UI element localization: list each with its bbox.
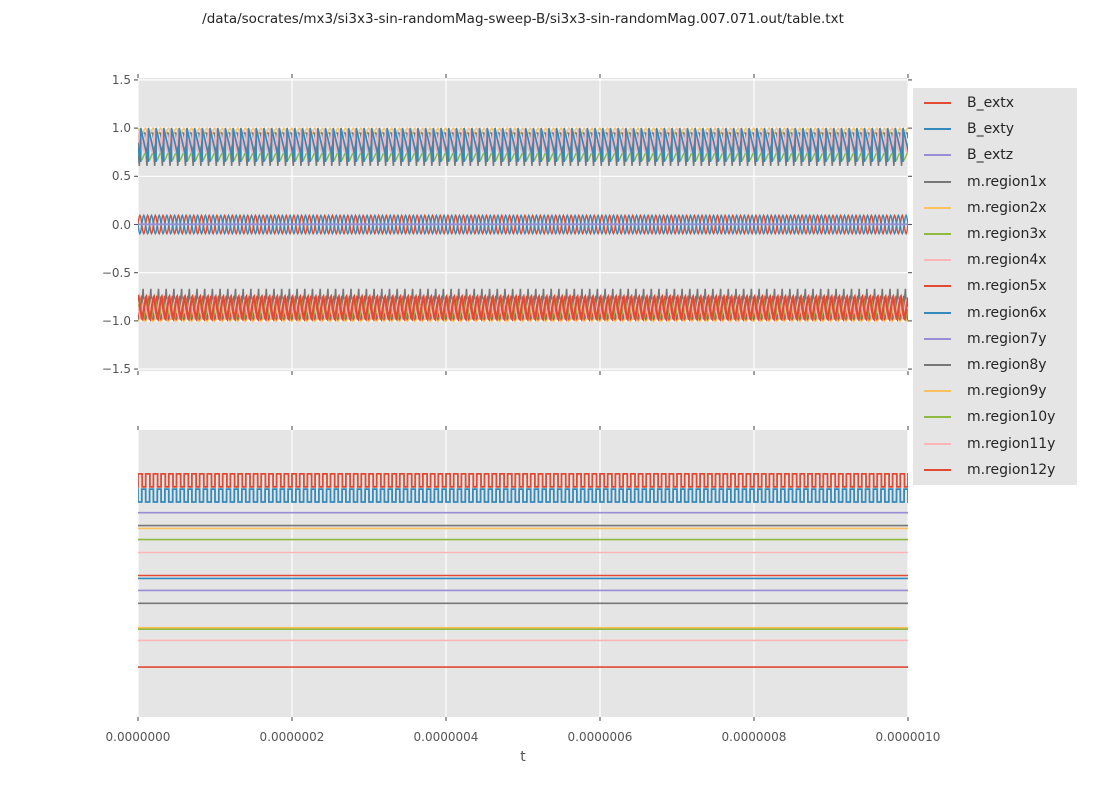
legend-item: m.region10y <box>913 405 1077 429</box>
legend-label: m.region8y <box>967 356 1047 373</box>
legend-item: m.region9y <box>913 379 1077 403</box>
series-m.region6x <box>138 127 908 163</box>
legend-line-swatch <box>924 259 951 262</box>
legend-label: B_extz <box>967 147 1014 164</box>
y-tick-label: 0.5 <box>111 169 131 184</box>
legend-line-swatch <box>924 363 951 366</box>
legend-line-swatch <box>924 285 951 288</box>
legend-item: m.region2x <box>913 196 1077 220</box>
series-m.region11y <box>138 297 908 320</box>
legend-line-swatch <box>924 128 951 131</box>
series-B_exty <box>138 488 908 503</box>
legend-item: m.region6x <box>913 301 1077 325</box>
legend-item: B_extx <box>913 91 1077 115</box>
legend-line-swatch <box>924 206 951 209</box>
legend-item: B_exty <box>913 117 1077 141</box>
legend-item: m.region3x <box>913 222 1077 246</box>
legend-line-swatch <box>924 390 951 393</box>
legend-label: m.region11y <box>967 435 1056 452</box>
legend-item: m.region5x <box>913 274 1077 298</box>
legend-label: B_exty <box>967 121 1015 138</box>
y-tick-label: −1.0 <box>101 313 131 328</box>
legend-item: B_extz <box>913 143 1077 167</box>
legend-line-swatch <box>924 468 951 471</box>
x-tick-label: 0.0000010 <box>875 730 941 744</box>
legend: B_extx B_exty B_extz m.region1x m.region2x m.… <box>913 88 1077 485</box>
y-tick-label: 0.0 <box>111 217 131 232</box>
legend-line-swatch <box>924 180 951 183</box>
legend-label: m.region5x <box>967 278 1047 295</box>
legend-line-swatch <box>924 102 951 105</box>
legend-label: m.region3x <box>967 226 1047 243</box>
legend-item: m.region1x <box>913 170 1077 194</box>
legend-label: m.region4x <box>967 252 1047 269</box>
legend-label: m.region2x <box>967 199 1047 216</box>
legend-line-swatch <box>924 154 951 157</box>
x-tick-label: 0.0000006 <box>567 730 633 744</box>
legend-line-swatch <box>924 233 951 236</box>
legend-line-swatch <box>924 442 951 445</box>
y-tick-label: −1.5 <box>101 362 131 377</box>
legend-label: m.region12y <box>967 461 1056 478</box>
series-B_extx <box>138 473 908 488</box>
legend-label: m.region7y <box>967 330 1047 347</box>
x-tick-label: 0.0000000 <box>105 730 171 744</box>
y-tick-label: −0.5 <box>101 265 131 280</box>
legend-line-swatch <box>924 311 951 314</box>
x-tick-label: 0.0000002 <box>259 730 325 744</box>
legend-item: m.region12y <box>913 458 1077 482</box>
legend-line-swatch <box>924 416 951 419</box>
legend-line-swatch <box>924 337 951 340</box>
legend-label: m.region10y <box>967 409 1056 426</box>
series-m.region12y <box>138 293 908 322</box>
legend-label: m.region9y <box>967 383 1047 400</box>
legend-item: m.region4x <box>913 248 1077 272</box>
x-tick-label: 0.0000004 <box>413 730 479 744</box>
legend-item: m.region7y <box>913 327 1077 351</box>
legend-label: m.region1x <box>967 173 1047 190</box>
legend-label: B_extx <box>967 95 1015 112</box>
legend-label: m.region6x <box>967 304 1047 321</box>
y-tick-label: 1.5 <box>111 72 131 87</box>
x-tick-label: 0.0000008 <box>721 730 787 744</box>
legend-item: m.region11y <box>913 432 1077 456</box>
y-tick-label: 1.0 <box>111 121 131 136</box>
plot-title: /data/socrates/mx3/si3x3-sin-randomMag-s… <box>202 11 844 27</box>
legend-item: m.region8y <box>913 353 1077 377</box>
x-axis-label: t <box>520 749 526 765</box>
